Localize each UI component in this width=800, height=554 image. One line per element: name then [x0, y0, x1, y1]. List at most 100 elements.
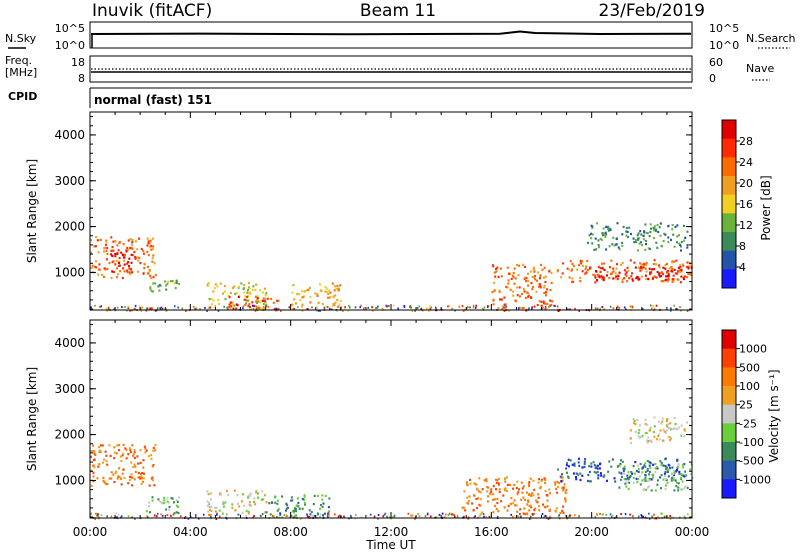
- heatmap-cell: [671, 224, 674, 227]
- heatmap-cell: [496, 479, 499, 482]
- heatmap-cell: [92, 464, 95, 467]
- heatmap-cell: [228, 296, 231, 299]
- heatmap-cell: [231, 301, 234, 304]
- heatmap-cell: [111, 260, 114, 264]
- heatmap-cell: [97, 273, 100, 276]
- heatmap-cell: [610, 465, 613, 468]
- heatmap-cell: [562, 487, 565, 490]
- heatmap-cell: [560, 276, 563, 279]
- heatmap-cell: [110, 515, 113, 518]
- heatmap-cell: [542, 503, 544, 506]
- heatmap-cell: [583, 462, 586, 465]
- heatmap-cell: [488, 492, 491, 495]
- heatmap-cell: [271, 501, 273, 504]
- heatmap-cell: [594, 274, 596, 277]
- heatmap-cell: [555, 487, 557, 490]
- heatmap-cell: [147, 254, 150, 257]
- heatmap-cell: [621, 233, 624, 236]
- heatmap-cell: [311, 306, 313, 309]
- heatmap-cell: [578, 516, 580, 519]
- colorbar-tick-label: 100: [739, 380, 760, 393]
- heatmap-cell: [276, 299, 279, 302]
- heatmap-cell: [674, 225, 677, 228]
- heatmap-cell: [327, 292, 330, 295]
- heatmap-cell: [658, 264, 661, 267]
- heatmap-cell: [676, 272, 679, 275]
- heatmap-cell: [139, 449, 142, 452]
- heatmap-cell: [279, 513, 281, 516]
- heatmap-cell: [127, 239, 130, 242]
- heatmap-cell: [556, 269, 559, 272]
- heatmap-cell: [157, 498, 160, 501]
- heatmap-cell: [546, 288, 549, 291]
- heatmap-cell: [571, 280, 574, 283]
- heatmap-cell: [643, 488, 646, 491]
- heatmap-cell: [654, 229, 657, 233]
- heatmap-cell: [646, 441, 649, 444]
- heatmap-cell: [479, 498, 482, 501]
- heatmap-cell: [92, 444, 95, 447]
- heatmap-cell: [545, 291, 547, 294]
- heatmap-cell: [615, 237, 618, 240]
- heatmap-cell: [544, 280, 547, 284]
- heatmap-cell: [109, 454, 112, 457]
- heatmap-cell: [275, 309, 277, 312]
- heatmap-cell: [512, 487, 515, 490]
- heatmap-cell: [290, 499, 293, 502]
- heatmap-cell: [286, 506, 289, 509]
- heatmap-cell: [599, 270, 602, 273]
- heatmap-cell: [382, 515, 384, 518]
- heatmap-cell: [223, 284, 226, 288]
- heatmap-cell: [321, 494, 324, 497]
- heatmap-cell: [625, 485, 628, 488]
- heatmap-cell: [249, 493, 252, 496]
- heatmap-cell: [295, 510, 297, 513]
- heatmap-cell: [650, 227, 652, 230]
- heatmap-cell: [504, 480, 507, 483]
- heatmap-cell: [480, 512, 482, 515]
- heatmap-cell: [498, 289, 501, 292]
- heatmap-cell: [114, 253, 117, 256]
- heatmap-cell: [640, 233, 643, 236]
- heatmap-cell: [142, 249, 145, 252]
- heatmap-cell: [683, 224, 685, 228]
- heatmap-cell: [660, 487, 662, 490]
- heatmap-cell: [583, 465, 586, 468]
- heatmap-cell: [95, 260, 98, 263]
- heatmap-cell: [623, 269, 626, 272]
- heatmap-cell: [680, 240, 683, 244]
- heatmap-cell: [514, 504, 517, 507]
- heatmap-cell: [676, 278, 679, 281]
- heatmap-cell: [110, 477, 113, 480]
- heatmap-cell: [654, 463, 657, 466]
- heatmap-cell: [543, 276, 545, 279]
- heatmap-cell: [385, 304, 387, 307]
- heatmap-cell: [377, 517, 379, 520]
- heatmap-cell: [309, 513, 312, 516]
- heatmap-cell: [127, 305, 129, 308]
- heatmap-cell: [671, 261, 674, 264]
- heatmap-cell: [140, 307, 142, 310]
- heatmap-cell: [637, 238, 640, 241]
- heatmap-cell: [138, 237, 141, 240]
- nave-tick-bottom: 0: [709, 72, 716, 85]
- heatmap-cell: [160, 306, 163, 309]
- heatmap-cell: [472, 306, 475, 309]
- heatmap-cell: [152, 449, 155, 452]
- heatmap-cell: [571, 268, 574, 271]
- heatmap-cell: [531, 288, 534, 291]
- heatmap-cell: [652, 226, 655, 229]
- heatmap-cell: [553, 304, 555, 307]
- heatmap-cell: [103, 250, 105, 253]
- heatmap-cell: [146, 307, 148, 310]
- heatmap-cell: [522, 512, 525, 515]
- heatmap-cell: [632, 477, 635, 480]
- heatmap-cell: [134, 307, 137, 310]
- heatmap-cell: [90, 251, 93, 254]
- heatmap-cell: [127, 453, 130, 456]
- freq-label: Freq.: [5, 54, 32, 67]
- heatmap-cell: [523, 507, 526, 510]
- heatmap-cell: [637, 434, 640, 438]
- heatmap-cell: [522, 496, 525, 499]
- heatmap-cell: [581, 466, 584, 469]
